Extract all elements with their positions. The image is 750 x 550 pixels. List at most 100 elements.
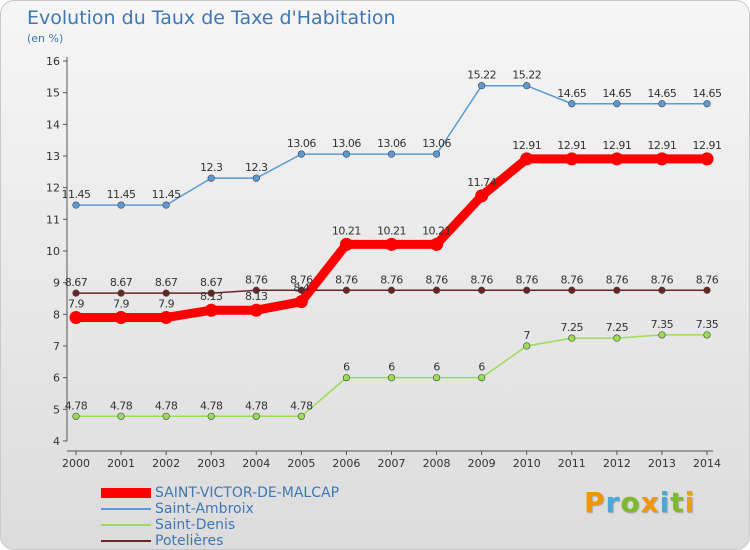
data-label: 8.76 [335, 273, 358, 286]
data-label: 8.76 [561, 273, 584, 286]
data-label: 8.76 [515, 273, 538, 286]
data-label: 11.45 [107, 188, 136, 201]
data-label: 12.3 [245, 161, 268, 174]
data-label: 10.21 [332, 224, 361, 237]
y-tick-label: 14 [46, 118, 60, 131]
data-point [655, 152, 669, 166]
data-label: 6 [478, 361, 485, 374]
data-label: 4.78 [155, 399, 178, 412]
data-point [252, 174, 260, 182]
data-label: 15.22 [467, 69, 496, 82]
data-point [72, 289, 80, 297]
data-label: 11.74 [467, 176, 496, 189]
x-tick-label: 2010 [513, 457, 541, 470]
data-label: 8.67 [200, 276, 223, 289]
data-label: 8.13 [200, 290, 223, 303]
x-tick-label: 2014 [693, 457, 721, 470]
data-label: 7.9 [158, 298, 174, 311]
series-labels: 7.9 7.9 7.9 8.13 8.13 8.4 10.21 10.21 10.21 11.74… [62, 69, 723, 413]
data-point [117, 201, 125, 209]
data-point [478, 374, 486, 382]
data-point [610, 152, 624, 166]
x-tick-label: 2000 [62, 457, 90, 470]
data-point [342, 374, 351, 382]
data-point [252, 286, 260, 294]
data-label: 4.78 [65, 399, 88, 412]
y-tick-label: 13 [46, 150, 60, 163]
y-tick-label: 12 [46, 182, 60, 195]
data-label: 7 [523, 329, 530, 342]
x-tick-label: 2009 [468, 457, 496, 470]
data-point [432, 374, 441, 382]
data-point [162, 201, 170, 209]
data-point [658, 286, 666, 294]
data-point [523, 82, 531, 90]
data-label: 4.78 [110, 399, 133, 412]
data-label: 8.76 [606, 273, 629, 286]
y-tick-label: 10 [46, 245, 60, 258]
data-point [568, 286, 576, 294]
data-point [658, 331, 666, 339]
data-point [249, 303, 263, 317]
data-label: 11.45 [152, 188, 181, 201]
legend-swatch [101, 524, 151, 526]
x-tick-label: 2006 [332, 457, 360, 470]
data-point [207, 289, 215, 297]
data-point [475, 189, 489, 203]
data-point [613, 100, 621, 108]
data-label: 6 [343, 361, 350, 374]
data-point [72, 201, 80, 209]
data-point [387, 150, 396, 158]
legend-label: Saint-Ambroix [155, 501, 254, 517]
y-tick-label: 16 [46, 55, 60, 68]
data-label: 8.76 [380, 273, 403, 286]
data-point [297, 412, 305, 420]
data-point [204, 303, 218, 317]
data-label: 7.9 [68, 298, 84, 311]
chart-title: Evolution du Taux de Taxe d'Habitation [27, 7, 396, 29]
data-point [72, 412, 80, 420]
data-point [432, 286, 441, 294]
data-label: 4.78 [200, 399, 223, 412]
data-point [523, 286, 531, 294]
data-label: 14.65 [557, 87, 586, 100]
data-label: 6 [433, 361, 440, 374]
data-point [700, 152, 714, 166]
data-point [523, 342, 531, 350]
data-point [159, 311, 173, 324]
x-tick-label: 2008 [423, 457, 451, 470]
legend-label: SAINT-VICTOR-DE-MALCAP [155, 485, 340, 501]
data-point [117, 289, 125, 297]
y-tick-label: 4 [53, 435, 60, 448]
y-tick-label: 6 [53, 372, 60, 385]
data-point [703, 286, 711, 294]
data-label: 8.67 [65, 276, 88, 289]
data-label: 8.76 [696, 273, 719, 286]
series-points [69, 82, 714, 420]
legend-swatch [101, 540, 151, 542]
data-label: 10.21 [377, 224, 406, 237]
x-tick-label: 2004 [242, 457, 270, 470]
y-axis-unit: (en %) [27, 32, 64, 45]
data-label: 12.91 [693, 139, 722, 152]
proxiti-logo: Proxiti [584, 486, 696, 519]
data-label: 8.76 [425, 273, 448, 286]
data-point [162, 289, 170, 297]
data-point [69, 311, 83, 324]
x-tick-label: 2011 [558, 457, 586, 470]
x-tick-label: 2003 [197, 457, 225, 470]
data-label: 11.45 [62, 188, 91, 201]
data-point [297, 286, 305, 294]
y-tick-label: 8 [53, 308, 60, 321]
data-label: 15.22 [512, 69, 541, 82]
data-label: 14.65 [647, 87, 676, 100]
data-label: 13.06 [332, 137, 361, 150]
data-label: 6 [388, 361, 395, 374]
data-label: 8.4 [293, 282, 309, 295]
data-point [478, 82, 486, 90]
legend-swatch [101, 488, 151, 498]
data-label: 12.91 [557, 139, 586, 152]
data-point [568, 100, 576, 108]
data-label: 8.67 [155, 276, 178, 289]
